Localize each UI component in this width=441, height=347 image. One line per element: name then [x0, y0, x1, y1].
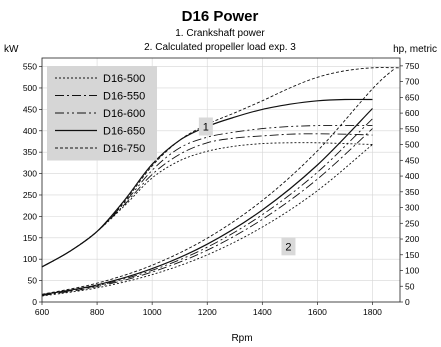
curve-callouts: 12	[198, 117, 296, 256]
y-left-tick-label: 100	[23, 254, 37, 264]
legend-label-d16-750: D16-750	[103, 143, 145, 155]
plot-frame	[41, 57, 401, 303]
legend-label-d16-650: D16-650	[103, 126, 145, 138]
series-d16-550-propeller	[41, 128, 373, 297]
series-d16-750-crankshaft	[41, 67, 401, 268]
y-right-tick-label: 650	[405, 92, 419, 102]
callout-2-label: 2	[285, 241, 291, 253]
y-axis-left-unit: kW	[4, 44, 19, 55]
series-d16-600-propeller	[41, 118, 373, 296]
y-right-tick-label: 350	[405, 187, 419, 197]
y-left-tick-label: 200	[23, 211, 37, 221]
x-tick-label: 1600	[308, 307, 327, 317]
callout-1-box	[198, 117, 213, 136]
legend-label-d16-550: D16-550	[103, 91, 145, 103]
y-right-tick-label: 500	[405, 140, 419, 150]
y-right-tick-label: 750	[405, 61, 419, 71]
x-tick-label: 1800	[363, 307, 382, 317]
y-right-tick-label: 50	[405, 281, 415, 291]
callout-1-label: 1	[203, 121, 209, 133]
y-axis-right-unit: hp, metric	[393, 44, 437, 55]
legend-label-d16-500: D16-500	[103, 73, 145, 85]
y-left-tick-label: 350	[23, 147, 37, 157]
chart-title: D16 Power	[182, 8, 259, 25]
y-right-tick-label: 150	[405, 250, 419, 260]
y-left-tick-label: 400	[23, 126, 37, 136]
y-left-tick-label: 0	[32, 297, 37, 307]
x-tick-label: 800	[90, 307, 104, 317]
y-left-tick-label: 500	[23, 83, 37, 93]
y-right-tick-label: 550	[405, 124, 419, 134]
x-tick-label: 1000	[143, 307, 162, 317]
series-d16-750-propeller	[41, 68, 395, 295]
chart-subtitle-crankshaft: 1. Crankshaft power	[175, 28, 265, 39]
y-axis-left-ticks: 0 50 100 150 200 250 300 350 400 450 500 550	[23, 62, 42, 307]
legend: D16-500 D16-550 D16-600 D16-650 D16-750	[47, 66, 157, 161]
y-left-tick-label: 300	[23, 169, 37, 179]
y-left-tick-label: 150	[23, 233, 37, 243]
y-right-tick-label: 200	[405, 234, 419, 244]
y-left-tick-label: 550	[23, 62, 37, 72]
grid	[41, 58, 400, 303]
series-d16-650-propeller	[41, 108, 373, 296]
y-right-tick-label: 250	[405, 218, 419, 228]
y-right-tick-label: 300	[405, 203, 419, 213]
x-axis-label: Rpm	[231, 333, 252, 344]
x-tick-label: 600	[35, 307, 49, 317]
y-axis-right-ticks: 0 50 100 150 200 250 300 350 400 450 500 550 600 650 7…	[400, 61, 419, 307]
x-axis-ticks: 600 800 1000 1200 1400 1600 1800	[35, 302, 382, 317]
y-right-tick-label: 700	[405, 77, 419, 87]
callout-2-box	[281, 237, 296, 256]
series-d16-550-crankshaft	[41, 133, 373, 268]
legend-box	[47, 66, 157, 161]
x-tick-label: 1200	[198, 307, 217, 317]
y-left-tick-label: 50	[28, 276, 38, 286]
x-tick-label: 1400	[253, 307, 272, 317]
y-right-tick-label: 0	[405, 297, 410, 307]
chart-subtitle-propeller: 2. Calculated propeller load exp. 3	[144, 42, 296, 53]
y-right-tick-label: 100	[405, 266, 419, 276]
y-left-tick-label: 250	[23, 190, 37, 200]
y-right-tick-label: 450	[405, 155, 419, 165]
legend-label-d16-600: D16-600	[103, 108, 145, 120]
y-left-tick-label: 450	[23, 104, 37, 114]
y-right-tick-label: 400	[405, 171, 419, 181]
y-right-tick-label: 600	[405, 108, 419, 118]
